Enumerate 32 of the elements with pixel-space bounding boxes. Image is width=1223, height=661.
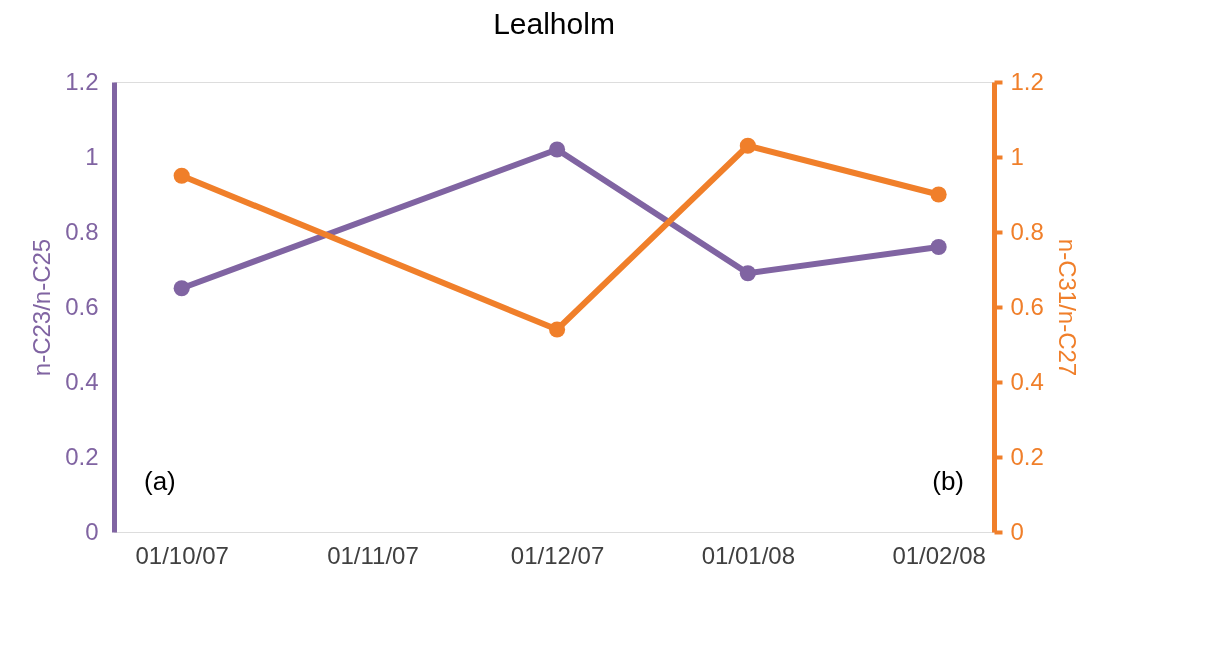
y2-tick-label: 1.2	[1010, 67, 1044, 95]
y-tick-label: 1	[85, 142, 99, 170]
y-tick-label: 0.2	[65, 442, 99, 470]
y-tick-label: 1.2	[65, 67, 99, 95]
chart-title: Lealholm	[493, 7, 615, 40]
y2-tick-label: 0.2	[1010, 442, 1044, 470]
y2-tick-label: 0.8	[1010, 217, 1044, 245]
x-tick-label: 01/01/08	[701, 541, 796, 569]
y-tick-label: 0.4	[65, 367, 99, 395]
y2-tick-label: 0	[1010, 517, 1024, 545]
point	[549, 141, 566, 158]
point	[173, 167, 190, 184]
y-tick-label: 0.8	[65, 217, 99, 245]
point	[930, 186, 947, 203]
point	[173, 280, 190, 297]
point	[739, 265, 756, 282]
y2-tick-label: 1	[1010, 142, 1024, 170]
point	[549, 321, 566, 338]
x-tick-label: 01/02/08	[892, 541, 986, 569]
x-tick-label: 01/12/07	[510, 541, 605, 569]
annotation: (b)	[932, 466, 964, 496]
y-tick-label: 0.6	[65, 292, 99, 320]
annotation: (a)	[144, 466, 176, 496]
y-axis-title: n-C23/n-C25	[28, 238, 56, 377]
y2-tick-label: 0.4	[1010, 367, 1044, 395]
point	[739, 137, 756, 154]
y2-tick-label: 0.6	[1010, 292, 1044, 320]
x-tick-label: 01/11/07	[327, 541, 419, 569]
y-tick-label: 0	[85, 517, 99, 545]
x-tick-label: 01/10/07	[135, 541, 229, 569]
y2-axis-title: n-C31/n-C27	[1053, 238, 1081, 377]
point	[930, 238, 947, 256]
